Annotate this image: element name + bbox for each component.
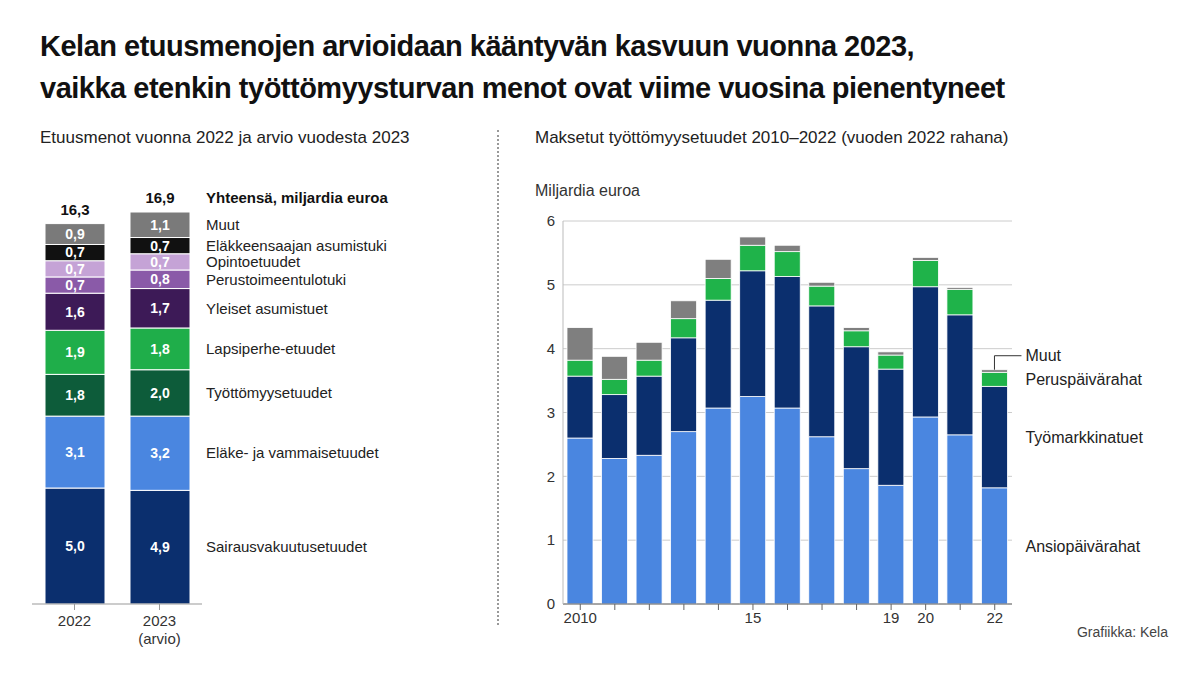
svg-text:0: 0 bbox=[547, 595, 555, 612]
html-text:Maksetut työttömyysetuudet 201: Maksetut työttömyysetuudet 2010–2022 (vu… bbox=[535, 128, 1009, 147]
svg-text:Lapsiperhe-etuudet: Lapsiperhe-etuudet bbox=[206, 340, 336, 357]
svg-text:Yhteensä, miljardia euroa: Yhteensä, miljardia euroa bbox=[206, 189, 388, 206]
svg-text:Peruspäivärahat: Peruspäivärahat bbox=[1025, 371, 1142, 388]
svg-text:Työmarkkinatuet: Työmarkkinatuet bbox=[1025, 429, 1143, 446]
html-text:Miljardia euroa: Miljardia euroa bbox=[535, 182, 640, 199]
svg-text:19: 19 bbox=[883, 609, 900, 626]
html-text:Grafiikka: Kela: Grafiikka: Kela bbox=[1077, 624, 1168, 640]
svg-text:2,0: 2,0 bbox=[150, 385, 170, 401]
svg-text:0,7: 0,7 bbox=[65, 244, 85, 260]
svg-text:2010: 2010 bbox=[564, 609, 597, 626]
svg-text:0,7: 0,7 bbox=[150, 238, 170, 254]
svg-text:Muut: Muut bbox=[206, 216, 240, 233]
svg-text:20: 20 bbox=[917, 609, 934, 626]
svg-text:1,6: 1,6 bbox=[65, 304, 85, 320]
svg-text:4: 4 bbox=[547, 340, 555, 357]
svg-text:1,8: 1,8 bbox=[65, 387, 85, 403]
svg-text:4,9: 4,9 bbox=[150, 539, 170, 555]
svg-text:6: 6 bbox=[547, 212, 555, 229]
html-text:vaikka etenkin työttömyysturva: vaikka etenkin työttömyysturvan menot ov… bbox=[40, 72, 1005, 104]
svg-text:Yleiset asumistuet: Yleiset asumistuet bbox=[206, 300, 329, 317]
html-text:Etuusmenot vuonna 2022 ja arvi: Etuusmenot vuonna 2022 ja arvio vuodesta… bbox=[40, 128, 410, 147]
svg-text:Perustoimeentulotuki: Perustoimeentulotuki bbox=[206, 271, 346, 288]
svg-text:5: 5 bbox=[547, 276, 555, 293]
svg-text:16,3: 16,3 bbox=[60, 201, 89, 218]
svg-text:Muut: Muut bbox=[1025, 347, 1061, 364]
svg-text:0,7: 0,7 bbox=[65, 261, 85, 277]
svg-text:16,9: 16,9 bbox=[145, 189, 174, 206]
svg-text:1,8: 1,8 bbox=[150, 341, 170, 357]
svg-text:3: 3 bbox=[547, 404, 555, 421]
svg-text:Sairausvakuutusetuudet: Sairausvakuutusetuudet bbox=[206, 538, 368, 555]
svg-text:Ansiopäivärahat: Ansiopäivärahat bbox=[1025, 538, 1140, 555]
svg-text:0,7: 0,7 bbox=[150, 254, 170, 270]
svg-text:3,2: 3,2 bbox=[150, 445, 170, 461]
html-text:Kelan etuusmenojen arvioidaan: Kelan etuusmenojen arvioidaan kääntyvän … bbox=[40, 30, 915, 62]
svg-text:0,9: 0,9 bbox=[65, 226, 85, 242]
svg-text:1,9: 1,9 bbox=[65, 344, 85, 360]
svg-text:Opintoetuudet: Opintoetuudet bbox=[206, 253, 301, 270]
svg-text:22: 22 bbox=[986, 609, 1003, 626]
svg-text:2: 2 bbox=[547, 468, 555, 485]
svg-text:3,1: 3,1 bbox=[65, 444, 85, 460]
svg-text:2023(arvio): 2023(arvio) bbox=[138, 612, 181, 647]
svg-text:1: 1 bbox=[547, 531, 555, 548]
svg-text:0,7: 0,7 bbox=[65, 277, 85, 293]
svg-text:Työttömyysetuudet: Työttömyysetuudet bbox=[206, 384, 333, 401]
svg-text:Eläkkeensaajan asumistuki: Eläkkeensaajan asumistuki bbox=[206, 237, 387, 254]
svg-text:15: 15 bbox=[745, 609, 762, 626]
svg-text:2022: 2022 bbox=[58, 612, 91, 629]
svg-text:0,8: 0,8 bbox=[150, 271, 170, 287]
svg-text:1,1: 1,1 bbox=[150, 217, 170, 233]
svg-text:1,7: 1,7 bbox=[150, 300, 170, 316]
svg-text:Eläke- ja vammaisetuudet: Eläke- ja vammaisetuudet bbox=[206, 444, 379, 461]
svg-text:5,0: 5,0 bbox=[65, 538, 85, 554]
